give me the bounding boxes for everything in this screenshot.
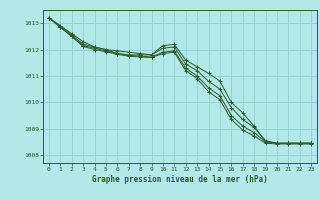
X-axis label: Graphe pression niveau de la mer (hPa): Graphe pression niveau de la mer (hPa): [92, 175, 268, 184]
